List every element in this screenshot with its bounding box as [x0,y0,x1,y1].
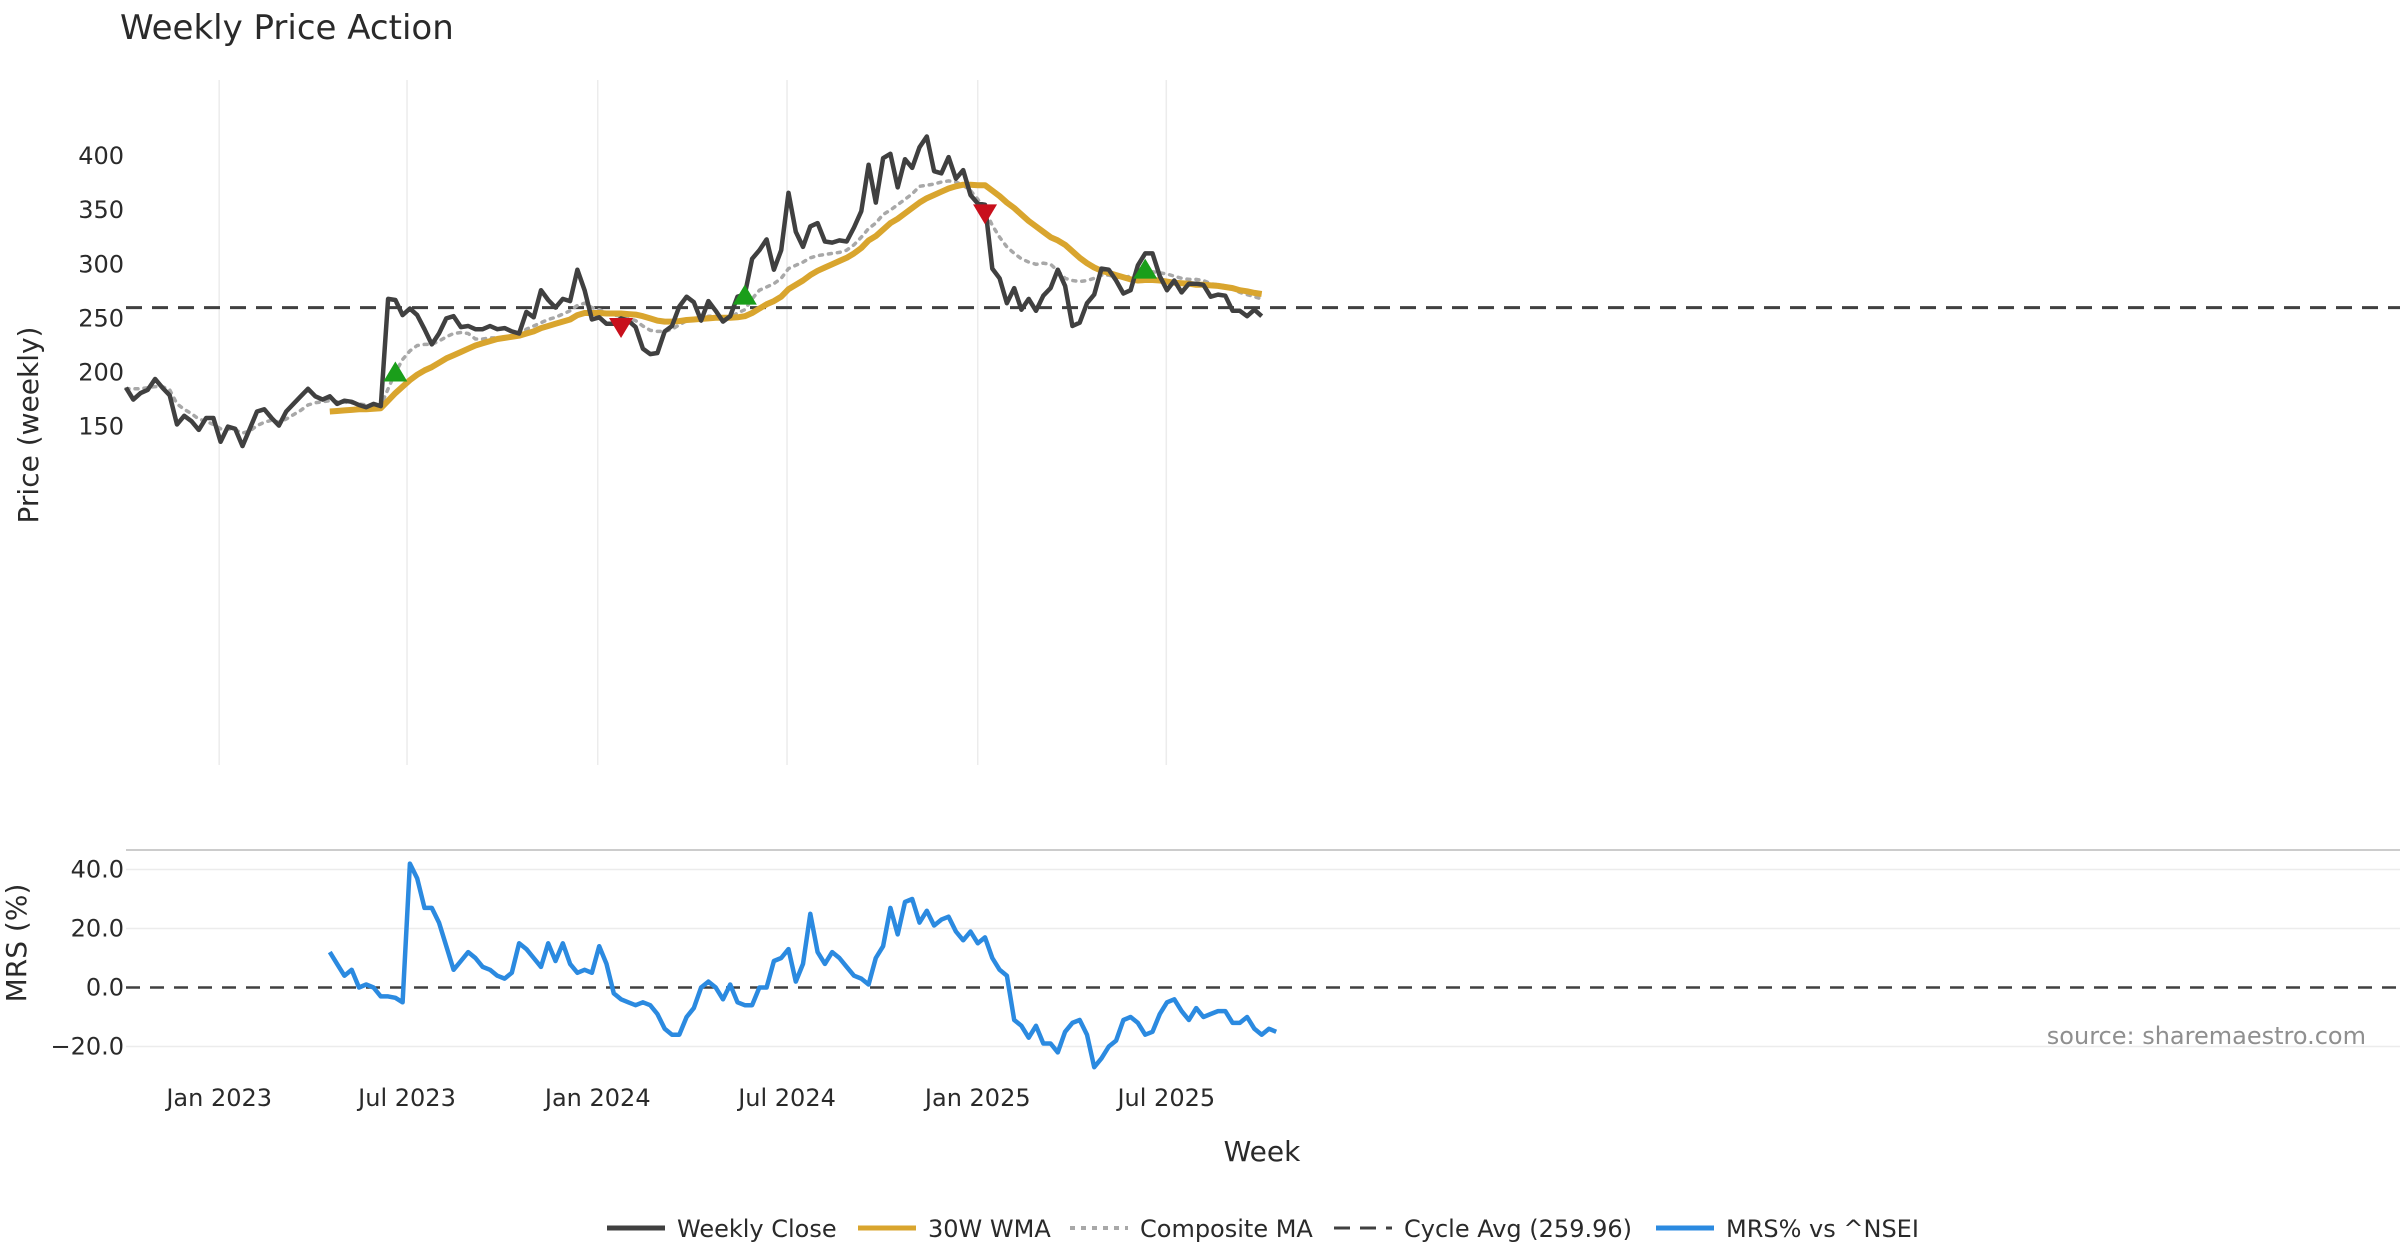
price-y-axis-label: Price (weekly) [12,327,45,524]
mrs-y-tick-label: −20.0 [50,1033,124,1061]
buy-signal-marker [1133,258,1158,279]
mrs-y-tick-label: 20.0 [71,915,124,943]
legend-label: Cycle Avg (259.96) [1404,1215,1632,1243]
legend-label: 30W WMA [928,1215,1051,1243]
sell-signal-marker [609,318,634,339]
x-axis-label: Week [1224,1135,1301,1168]
price-y-tick-label: 200 [78,359,124,387]
price-y-tick-label: 150 [78,413,124,441]
price-y-ticks: 150 200 250 300 350 400 [78,142,124,441]
price-y-tick-label: 400 [78,142,124,170]
mrs-line [327,861,1278,1070]
price-y-tick-label: 350 [78,196,124,224]
x-tick-label: Jan 2025 [923,1084,1031,1112]
buy-signal-marker [383,361,408,382]
mrs-y-axis-label: MRS (%) [0,884,33,1003]
signal-markers [383,204,1158,382]
legend-label: Composite MA [1140,1215,1313,1243]
x-tick-label: Jul 2024 [736,1084,836,1112]
mrs-gridlines [126,868,2400,1048]
x-tick-label: Jul 2023 [356,1084,456,1112]
weekly-close-line [124,134,1264,449]
mrs-y-tick-label: 40.0 [71,856,124,884]
price-panel: 150 200 250 300 350 400 Price (weekly) [12,80,2400,765]
mrs-y-tick-label: 0.0 [86,974,124,1002]
price-y-tick-label: 300 [78,250,124,278]
x-tick-label: Jan 2024 [543,1084,651,1112]
legend: Weekly Close 30W WMA Composite MA Cycle Avg… [607,1215,1919,1243]
buy-signal-marker [732,284,757,305]
sell-signal-marker [973,204,998,225]
legend-label: Weekly Close [677,1215,837,1243]
price-y-tick-label: 250 [78,304,124,332]
x-tick-label: Jul 2025 [1115,1084,1215,1112]
legend-label: MRS% vs ^NSEI [1726,1215,1919,1243]
price-gridlines [218,80,1168,765]
x-tick-label: Jan 2023 [164,1084,272,1112]
wma-30w-line [329,181,1263,415]
mrs-y-ticks: −20.0 0.0 20.0 40.0 [50,856,124,1061]
chart-title: Weekly Price Action [120,8,454,48]
x-axis-ticks: Jan 2023 Jul 2023 Jan 2024 Jul 2024 Jan 2025… [164,1084,1215,1112]
mrs-panel: −20.0 0.0 20.0 40.0 MRS (%) source: sharema… [0,849,2400,1070]
source-watermark: source: sharemaestro.com [2047,1022,2366,1050]
